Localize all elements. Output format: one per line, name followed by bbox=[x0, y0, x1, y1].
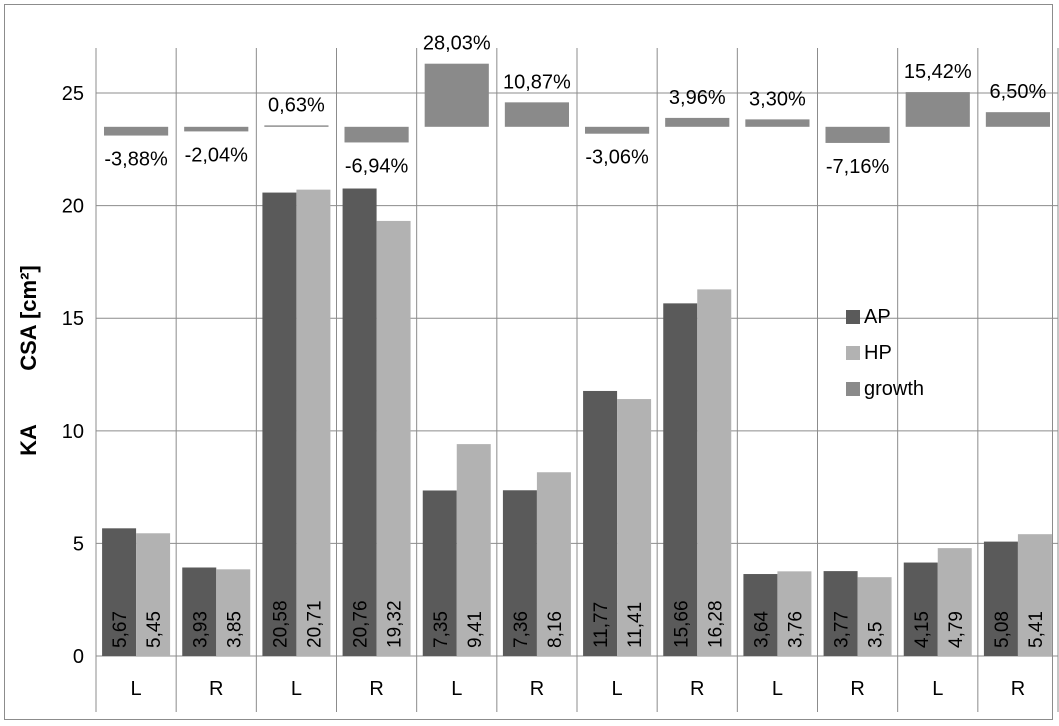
bar-growth bbox=[745, 119, 810, 127]
bar-ap bbox=[502, 490, 537, 656]
data-label-hp: 5,45 bbox=[144, 611, 165, 648]
data-label-hp: 11,41 bbox=[625, 602, 646, 648]
bar-ap bbox=[983, 541, 1018, 656]
bar-hp bbox=[1017, 534, 1052, 656]
x-category-label: R bbox=[530, 678, 544, 700]
bar-growth bbox=[665, 117, 730, 127]
bar-growth bbox=[184, 126, 249, 132]
bar-growth bbox=[905, 92, 970, 127]
bar-growth bbox=[504, 102, 569, 127]
growth-label: -6,94% bbox=[345, 155, 409, 177]
bar-hp bbox=[376, 220, 411, 657]
bar-ap bbox=[583, 390, 618, 656]
data-label-hp: 3,85 bbox=[224, 611, 245, 648]
bar-hp bbox=[697, 289, 732, 656]
data-label-ap: 7,36 bbox=[511, 611, 532, 648]
data-label-ap: 5,08 bbox=[992, 611, 1013, 648]
x-category-label: L bbox=[131, 678, 142, 700]
growth-label: -2,04% bbox=[185, 144, 249, 166]
data-label-hp: 4,79 bbox=[946, 611, 967, 648]
legend-label-hp: HP bbox=[864, 342, 892, 364]
growth-label: 3,96% bbox=[669, 87, 726, 109]
data-label-hp: 9,41 bbox=[465, 611, 486, 648]
growth-label: -3,88% bbox=[104, 149, 168, 171]
bar-ap bbox=[743, 574, 778, 656]
data-label-ap: 4,15 bbox=[912, 611, 933, 648]
x-category-label: R bbox=[1011, 678, 1025, 700]
bar-hp bbox=[216, 569, 251, 656]
data-label-hp: 5,41 bbox=[1026, 611, 1047, 648]
x-category-label: R bbox=[369, 678, 383, 700]
y-tick-label: 15 bbox=[62, 308, 84, 330]
x-category-label: L bbox=[291, 678, 302, 700]
bar-ap bbox=[182, 567, 217, 656]
growth-label: -3,06% bbox=[585, 147, 649, 169]
bar-growth bbox=[104, 126, 169, 136]
x-category-label: R bbox=[690, 678, 704, 700]
x-category-label: L bbox=[451, 678, 462, 700]
data-label-ap: 5,67 bbox=[110, 611, 131, 648]
bar-ap bbox=[422, 490, 457, 656]
x-category-label: R bbox=[850, 678, 864, 700]
bar-ap bbox=[663, 303, 698, 656]
y-tick-label: 5 bbox=[73, 533, 84, 555]
growth-label: 15,42% bbox=[904, 61, 972, 83]
growth-label: 28,03% bbox=[423, 33, 491, 55]
bar-hp bbox=[296, 189, 331, 656]
data-label-ap: 7,35 bbox=[431, 611, 452, 648]
data-label-hp: 19,32 bbox=[385, 600, 406, 648]
bar-hp bbox=[136, 533, 171, 656]
x-category-label: L bbox=[772, 678, 783, 700]
bar-ap bbox=[102, 528, 137, 656]
bar-ap bbox=[342, 188, 377, 656]
data-label-hp: 3,76 bbox=[785, 611, 806, 648]
bar-hp bbox=[456, 444, 491, 656]
data-label-ap: 3,77 bbox=[832, 611, 853, 648]
data-label-ap: 3,93 bbox=[190, 611, 211, 648]
bar-hp bbox=[536, 472, 571, 656]
bar-ap bbox=[823, 571, 858, 656]
bar-growth bbox=[424, 63, 489, 127]
data-label-ap: 15,66 bbox=[671, 600, 692, 648]
y-axis-title-csa: CSA [cm²] bbox=[16, 265, 41, 371]
y-tick-label: 20 bbox=[62, 196, 84, 218]
bar-growth bbox=[985, 112, 1050, 127]
growth-label: 10,87% bbox=[503, 71, 571, 93]
data-label-hp: 16,28 bbox=[705, 600, 726, 648]
bar-hp bbox=[857, 577, 892, 656]
growth-label: 0,63% bbox=[268, 94, 325, 116]
data-label-ap: 20,58 bbox=[270, 600, 291, 648]
data-label-hp: 20,71 bbox=[304, 600, 325, 648]
data-label-hp: 3,5 bbox=[866, 622, 887, 648]
bar-growth bbox=[264, 125, 329, 127]
bar-ap bbox=[903, 562, 938, 656]
growth-label: 3,30% bbox=[749, 88, 806, 110]
data-label-ap: 3,64 bbox=[751, 611, 772, 648]
y-tick-label: 0 bbox=[73, 646, 84, 668]
bar-growth bbox=[585, 126, 650, 134]
data-label-ap: 11,77 bbox=[591, 602, 612, 648]
bar-growth bbox=[344, 126, 409, 143]
legend-label-growth: growth bbox=[864, 378, 924, 400]
x-category-label: R bbox=[209, 678, 223, 700]
growth-label: 6,50% bbox=[990, 81, 1047, 103]
data-label-hp: 8,16 bbox=[545, 611, 566, 648]
bar-hp bbox=[777, 571, 812, 656]
growth-label: -7,16% bbox=[826, 156, 890, 178]
data-label-ap: 20,76 bbox=[351, 600, 372, 648]
bar-ap bbox=[262, 192, 297, 656]
bar-hp bbox=[937, 548, 972, 656]
y-axis-title-ka: KA bbox=[16, 424, 41, 456]
legend-swatch-growth bbox=[846, 382, 860, 396]
bar-hp bbox=[617, 399, 652, 656]
y-tick-label: 10 bbox=[62, 421, 84, 443]
legend-label-ap: AP bbox=[864, 306, 891, 328]
x-category-label: L bbox=[932, 678, 943, 700]
bar-growth bbox=[825, 126, 890, 143]
legend-swatch-ap bbox=[846, 310, 860, 324]
y-tick-label: 25 bbox=[62, 83, 84, 105]
legend-swatch-hp bbox=[846, 346, 860, 360]
x-category-label: L bbox=[612, 678, 623, 700]
